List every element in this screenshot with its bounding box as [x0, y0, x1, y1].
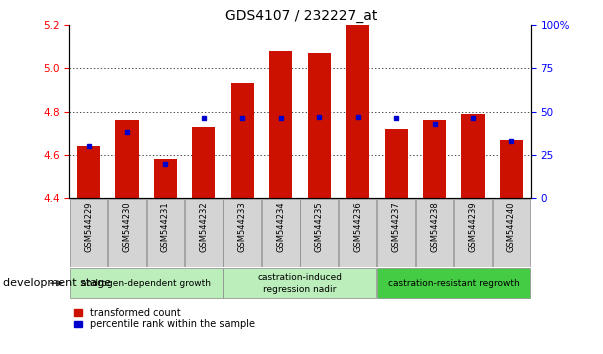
FancyBboxPatch shape: [454, 199, 492, 267]
FancyBboxPatch shape: [493, 199, 530, 267]
Text: GSM544229: GSM544229: [84, 202, 93, 252]
Text: development stage: development stage: [3, 278, 111, 288]
FancyBboxPatch shape: [300, 199, 338, 267]
Text: GSM544235: GSM544235: [315, 202, 324, 252]
Bar: [231, 83, 254, 198]
Text: GSM544230: GSM544230: [122, 202, 131, 252]
FancyBboxPatch shape: [70, 199, 107, 267]
Bar: [192, 127, 215, 198]
Legend: transformed count, percentile rank within the sample: transformed count, percentile rank withi…: [74, 308, 254, 330]
Bar: [269, 51, 292, 198]
FancyBboxPatch shape: [224, 268, 376, 298]
Bar: [308, 53, 330, 198]
Bar: [346, 21, 369, 198]
Text: GSM544237: GSM544237: [391, 202, 400, 252]
Bar: [385, 129, 408, 198]
FancyBboxPatch shape: [185, 199, 223, 267]
Text: GSM544236: GSM544236: [353, 202, 362, 252]
Bar: [500, 140, 523, 198]
FancyBboxPatch shape: [108, 199, 146, 267]
Text: androgen-dependent growth: androgen-dependent growth: [81, 279, 211, 288]
Text: GDS4107 / 232227_at: GDS4107 / 232227_at: [226, 9, 377, 23]
Bar: [423, 120, 446, 198]
FancyBboxPatch shape: [262, 199, 300, 267]
Text: GSM544239: GSM544239: [469, 202, 478, 252]
FancyBboxPatch shape: [415, 199, 453, 267]
FancyBboxPatch shape: [377, 199, 415, 267]
FancyBboxPatch shape: [70, 268, 223, 298]
Bar: [77, 146, 100, 198]
FancyBboxPatch shape: [224, 199, 261, 267]
Text: castration-resistant regrowth: castration-resistant regrowth: [388, 279, 520, 288]
FancyBboxPatch shape: [339, 199, 376, 267]
Text: GSM544231: GSM544231: [161, 202, 170, 252]
Text: GSM544238: GSM544238: [430, 202, 439, 252]
Text: castration-induced
regression nadir: castration-induced regression nadir: [257, 273, 343, 293]
Text: GSM544233: GSM544233: [238, 202, 247, 252]
Bar: [154, 159, 177, 198]
Text: GSM544234: GSM544234: [276, 202, 285, 252]
Text: GSM544232: GSM544232: [200, 202, 209, 252]
Text: GSM544240: GSM544240: [507, 202, 516, 252]
FancyBboxPatch shape: [377, 268, 530, 298]
Bar: [116, 120, 139, 198]
Bar: [461, 114, 485, 198]
FancyBboxPatch shape: [147, 199, 185, 267]
